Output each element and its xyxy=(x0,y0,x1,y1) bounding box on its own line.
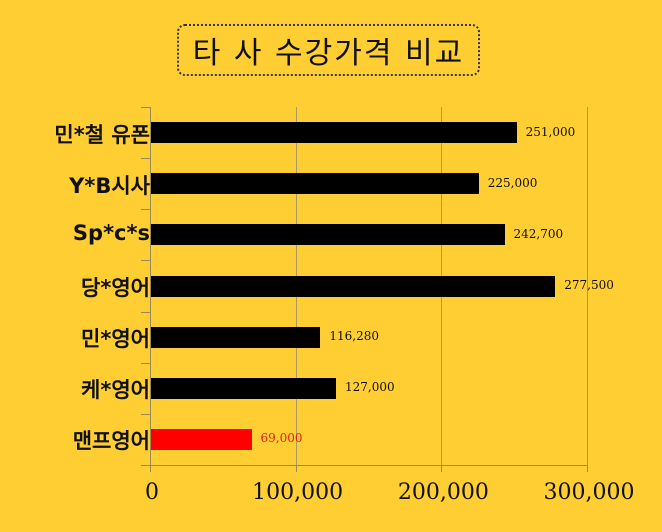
bar xyxy=(151,326,321,348)
x-tick-label: 100,000 xyxy=(252,480,344,505)
value-label: 127,000 xyxy=(344,380,395,395)
value-label: 251,000 xyxy=(525,124,576,139)
bar xyxy=(151,428,252,450)
gridline xyxy=(587,107,588,465)
value-label: 242,700 xyxy=(513,226,564,241)
x-tick-label: 0 xyxy=(145,480,159,505)
y-tick xyxy=(141,107,150,108)
x-tick-label: 200,000 xyxy=(397,480,489,505)
category-label: 민*영어 xyxy=(81,327,150,352)
category-label: 당*영어 xyxy=(81,276,150,300)
value-label: 69,000 xyxy=(260,431,303,446)
x-tick xyxy=(587,465,588,472)
chart-title-box: 타 사 수강가격 비교 xyxy=(177,24,480,76)
bar xyxy=(151,224,505,246)
value-label: 225,000 xyxy=(487,175,538,190)
y-tick xyxy=(141,413,150,415)
x-axis xyxy=(141,465,588,466)
category-label: 케*영어 xyxy=(81,378,150,403)
chart-title: 타 사 수강가격 비교 xyxy=(192,36,465,71)
y-tick xyxy=(141,465,150,466)
value-label: 116,280 xyxy=(329,329,379,344)
bar xyxy=(151,275,556,297)
y-axis xyxy=(150,107,151,468)
bar xyxy=(151,122,517,144)
value-label: 277,500 xyxy=(564,278,614,292)
category-label: 민*철 유폰 xyxy=(54,122,150,147)
bar xyxy=(151,173,479,195)
y-tick xyxy=(141,158,150,160)
category-label: Sp*c*s xyxy=(72,220,150,245)
category-label: Y*B시사 xyxy=(69,173,150,198)
x-tick xyxy=(441,465,443,472)
x-tick-label: 300,000 xyxy=(543,480,635,505)
y-tick xyxy=(141,362,150,364)
y-tick xyxy=(141,311,150,313)
x-tick xyxy=(150,465,151,472)
category-label: 맨프영어 xyxy=(72,429,150,454)
y-tick xyxy=(141,260,150,262)
bar xyxy=(151,377,336,399)
y-tick xyxy=(141,209,150,211)
x-tick xyxy=(295,465,297,472)
